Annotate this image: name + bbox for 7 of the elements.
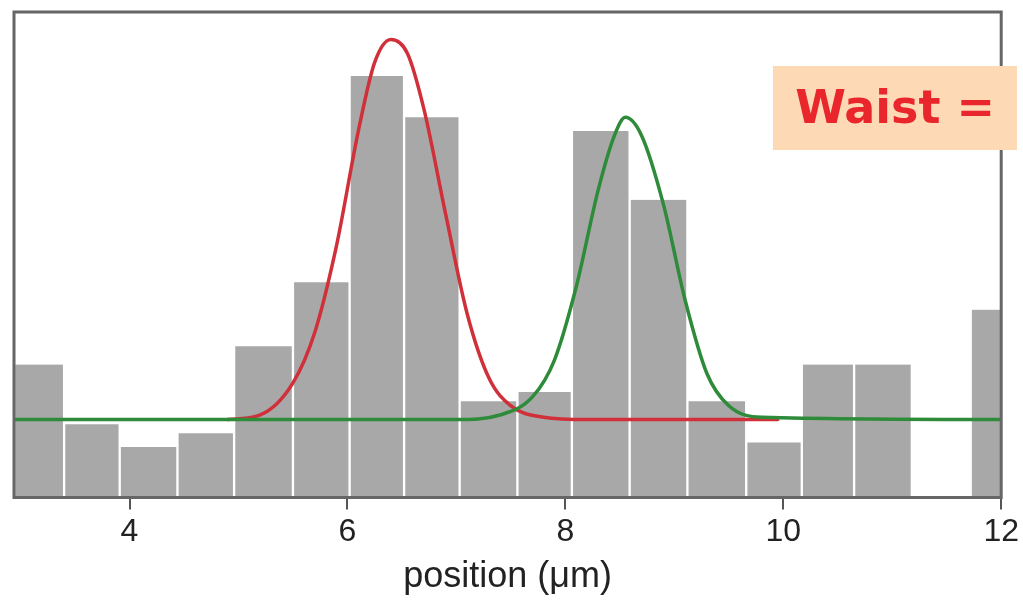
x-tick-label: 4 [120, 512, 139, 549]
x-tick-label: 12 [983, 512, 1019, 549]
x-tick-label: 8 [556, 512, 575, 549]
annotation: Waist = [773, 66, 1017, 150]
x-tick-label: 6 [338, 512, 357, 549]
x-tick-label: 10 [765, 512, 802, 549]
x-axis-title: position (μm) [403, 554, 612, 596]
